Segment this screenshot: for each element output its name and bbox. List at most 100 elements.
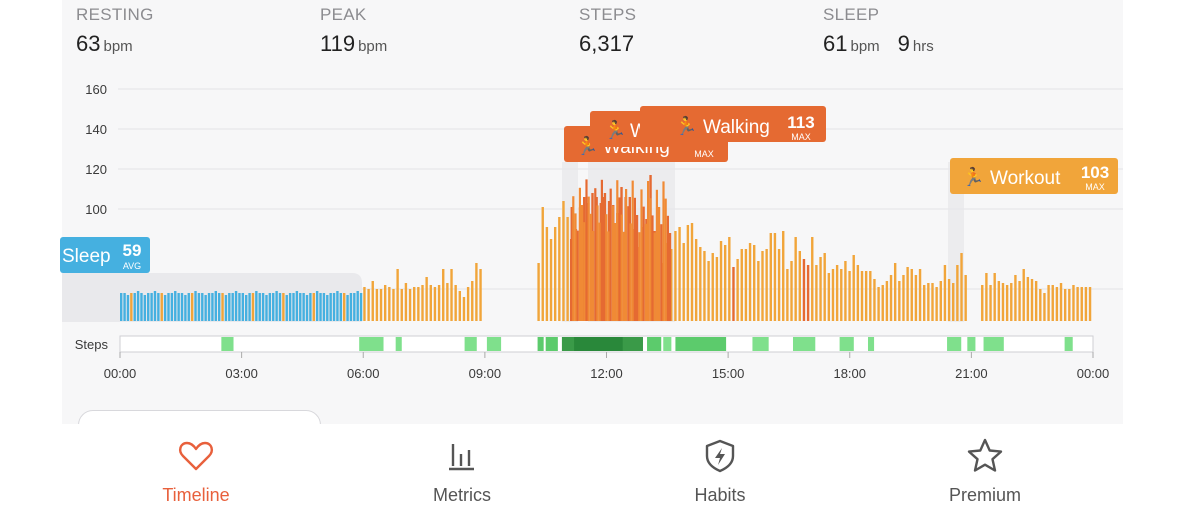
hr-bar[interactable]: [231, 293, 234, 321]
hr-bar[interactable]: [1005, 285, 1009, 321]
hr-bar[interactable]: [831, 269, 835, 321]
hr-bar[interactable]: [694, 239, 698, 321]
hr-bar[interactable]: [578, 187, 581, 321]
hr-bar[interactable]: [815, 265, 818, 321]
hr-bar[interactable]: [840, 269, 843, 321]
hr-bar[interactable]: [1030, 279, 1034, 321]
hr-bar[interactable]: [1084, 287, 1088, 321]
hr-bar[interactable]: [574, 213, 577, 321]
hr-bar[interactable]: [678, 227, 681, 321]
hr-bar[interactable]: [943, 265, 947, 321]
hr-bar[interactable]: [261, 293, 265, 321]
hr-bar[interactable]: [881, 285, 884, 321]
hr-bar[interactable]: [740, 249, 743, 321]
hr-bar[interactable]: [607, 231, 610, 321]
hr-bar[interactable]: [655, 189, 658, 321]
hr-bar[interactable]: [371, 281, 374, 321]
hr-bar[interactable]: [848, 271, 851, 321]
hr-bar[interactable]: [844, 261, 847, 321]
hr-bar[interactable]: [669, 233, 672, 321]
hr-bar[interactable]: [927, 283, 930, 321]
hr-bar[interactable]: [594, 188, 597, 321]
hr-bar[interactable]: [174, 291, 177, 321]
hr-bar[interactable]: [806, 265, 810, 321]
hr-bar[interactable]: [835, 265, 839, 321]
hr-bar[interactable]: [356, 291, 359, 321]
steps-segment[interactable]: [967, 337, 976, 351]
steps-segment[interactable]: [574, 337, 623, 351]
hr-bar[interactable]: [437, 285, 441, 321]
hr-bar[interactable]: [288, 293, 292, 321]
hr-bar[interactable]: [1076, 287, 1079, 321]
hr-bar[interactable]: [765, 249, 768, 321]
hr-bar[interactable]: [728, 237, 731, 321]
hr-bar[interactable]: [392, 289, 395, 321]
hr-bar[interactable]: [462, 297, 466, 321]
hr-bar[interactable]: [939, 281, 942, 321]
hr-bar[interactable]: [194, 291, 197, 321]
steps-segment[interactable]: [359, 337, 384, 351]
hr-bar[interactable]: [238, 293, 241, 321]
hr-bar[interactable]: [773, 233, 777, 321]
hr-bar[interactable]: [960, 253, 963, 321]
hr-bar[interactable]: [616, 180, 619, 321]
hr-bar[interactable]: [363, 287, 366, 321]
hr-bar[interactable]: [255, 291, 258, 321]
hr-bar[interactable]: [388, 287, 391, 321]
hr-bar[interactable]: [383, 285, 387, 321]
hr-bar[interactable]: [309, 293, 312, 321]
hr-bar[interactable]: [140, 293, 143, 321]
hr-bar[interactable]: [819, 257, 822, 321]
hr-bar[interactable]: [479, 269, 482, 321]
hr-bar[interactable]: [790, 261, 793, 321]
hr-bar[interactable]: [777, 249, 781, 321]
hr-bar[interactable]: [417, 287, 420, 321]
steps-segment[interactable]: [839, 337, 854, 351]
hr-bar[interactable]: [794, 237, 797, 321]
hr-bar[interactable]: [869, 271, 872, 321]
hr-bar[interactable]: [997, 281, 1001, 321]
hr-bar[interactable]: [1047, 285, 1050, 321]
hr-bar[interactable]: [278, 293, 282, 321]
hr-bar[interactable]: [1051, 285, 1054, 321]
hr-bar[interactable]: [153, 291, 157, 321]
hr-bar[interactable]: [649, 198, 652, 321]
hr-bar[interactable]: [160, 293, 163, 321]
hr-bar[interactable]: [757, 261, 760, 321]
hr-bar[interactable]: [651, 215, 654, 321]
hr-bar[interactable]: [769, 233, 772, 321]
hr-bar[interactable]: [251, 293, 255, 321]
hr-bar[interactable]: [342, 293, 346, 321]
hr-bar[interactable]: [744, 249, 748, 321]
hr-bar[interactable]: [566, 217, 569, 321]
hr-bar[interactable]: [207, 293, 211, 321]
hr-bar[interactable]: [985, 273, 988, 321]
hr-bar[interactable]: [349, 293, 353, 321]
hr-bar[interactable]: [642, 206, 645, 321]
hr-bar[interactable]: [130, 293, 133, 321]
hr-bar[interactable]: [583, 222, 586, 321]
hr-bar[interactable]: [622, 231, 625, 321]
hr-bar[interactable]: [413, 287, 416, 321]
hr-bar[interactable]: [732, 267, 735, 321]
hr-bar[interactable]: [228, 293, 231, 321]
hr-bar[interactable]: [640, 189, 643, 321]
hr-bar[interactable]: [471, 281, 474, 321]
hr-bar[interactable]: [935, 287, 938, 321]
hr-bar[interactable]: [898, 281, 901, 321]
hr-bar[interactable]: [367, 289, 370, 321]
hr-bar[interactable]: [275, 291, 278, 321]
hr-bar[interactable]: [1022, 269, 1025, 321]
hr-bar[interactable]: [336, 291, 339, 321]
hr-bar[interactable]: [633, 197, 636, 321]
hr-bar[interactable]: [736, 259, 739, 321]
hr-bar[interactable]: [703, 251, 706, 321]
hr-bar[interactable]: [625, 189, 628, 321]
hr-bar[interactable]: [660, 224, 663, 321]
hr-bar[interactable]: [893, 263, 897, 321]
steps-segment[interactable]: [792, 337, 816, 351]
hr-bar[interactable]: [147, 293, 150, 321]
hr-bar[interactable]: [305, 295, 309, 321]
